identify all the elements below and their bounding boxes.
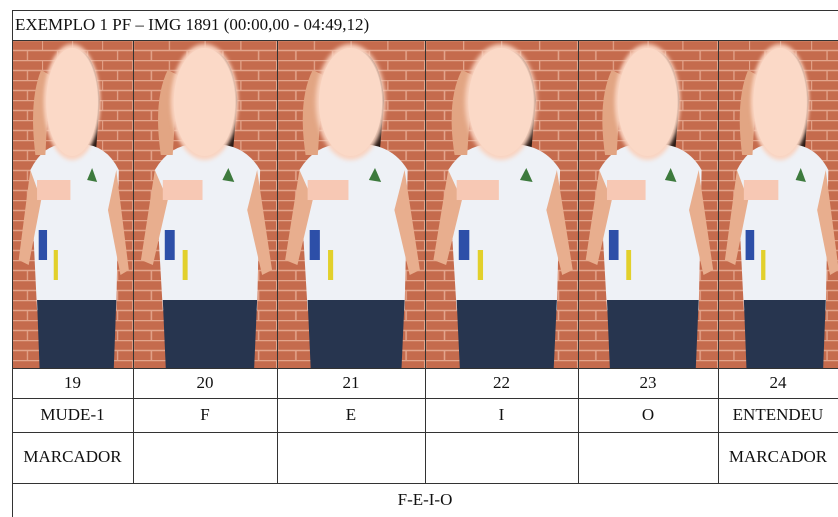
gloss: E [346,405,356,424]
frame-number: 21 [343,373,360,392]
title: EXEMPLO 1 PF – IMG 1891 (00:00,00 - 04:4… [15,15,369,34]
frame-number: 19 [64,373,81,392]
photo [425,40,578,368]
gloss: O [642,405,654,424]
frame-number: 20 [197,373,214,392]
frame-number: 24 [770,373,788,392]
frame-number: 23 [640,373,657,392]
footer-gloss: F-E-I-O [398,490,453,509]
photo [133,40,277,368]
photo [578,40,718,368]
photo [12,40,133,368]
gloss: ENTENDEU [733,405,824,424]
table-rules [12,10,838,517]
gloss: MUDE-1 [40,405,104,424]
gloss: F [200,405,209,424]
gloss: I [499,405,505,424]
marker: MARCADOR [23,447,122,466]
photo [718,40,838,368]
photo [277,40,425,368]
frame-number: 22 [493,373,510,392]
marker: MARCADOR [729,447,828,466]
